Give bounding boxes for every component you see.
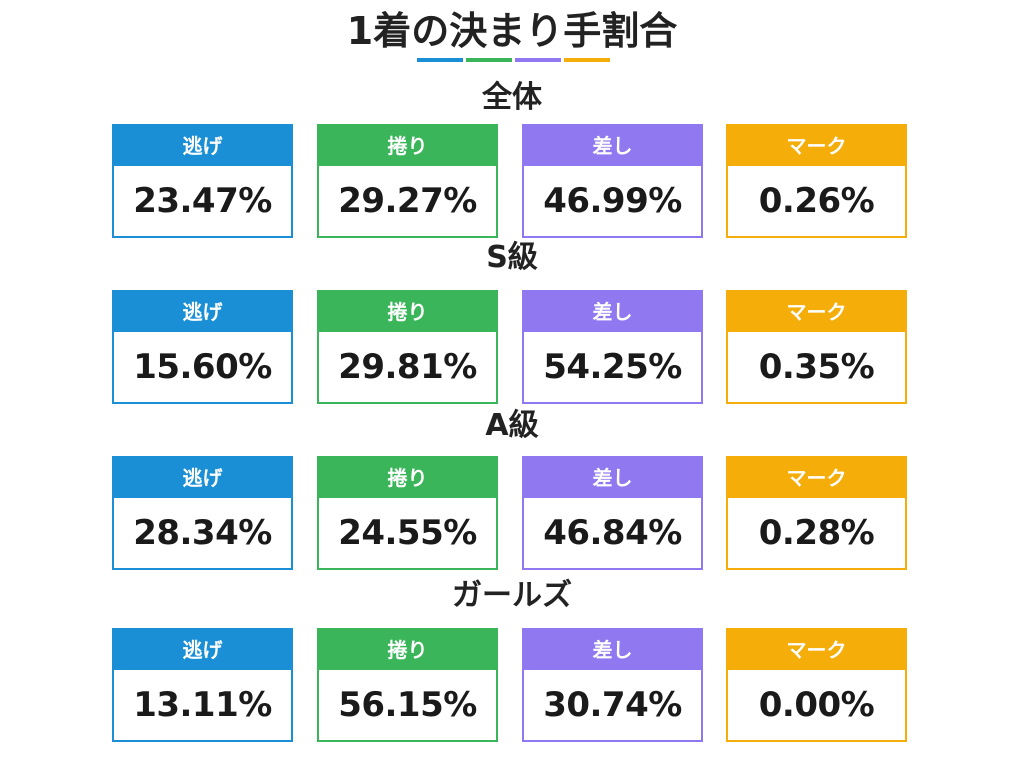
stat-card-label: 捲り xyxy=(319,292,496,332)
page-title: 1着の決まり手割合 xyxy=(346,9,678,53)
stat-card-sashi: 差し 46.99% xyxy=(522,124,703,238)
title-underline xyxy=(417,58,610,62)
section-title: 全体 xyxy=(482,80,542,115)
stat-card-label: 捲り xyxy=(319,458,496,498)
stat-card-mark: マーク 0.26% xyxy=(726,124,907,238)
stat-card-label: 差し xyxy=(524,630,701,670)
stat-card-nige: 逃げ 23.47% xyxy=(112,124,293,238)
stat-card-nige: 逃げ 15.60% xyxy=(112,290,293,404)
section-title: ガールズ xyxy=(452,578,572,613)
stat-card-label: 差し xyxy=(524,126,701,166)
stat-card-label: 逃げ xyxy=(114,458,291,498)
stat-card-label: 逃げ xyxy=(114,630,291,670)
stat-card-label: マーク xyxy=(728,292,905,332)
stat-card-value: 56.15% xyxy=(338,685,477,725)
stat-card-label: 逃げ xyxy=(114,126,291,166)
stat-card-value: 23.47% xyxy=(133,181,272,221)
stat-card-value: 29.27% xyxy=(338,181,477,221)
stat-card-label: マーク xyxy=(728,458,905,498)
stat-card-value: 13.11% xyxy=(133,685,272,725)
stat-card-value: 0.35% xyxy=(758,347,875,387)
underline-segment-makuri xyxy=(466,58,512,62)
section-title: S級 xyxy=(486,240,538,275)
stat-card-value: 24.55% xyxy=(338,513,477,553)
underline-segment-sashi xyxy=(515,58,561,62)
stat-card-mark: マーク 0.35% xyxy=(726,290,907,404)
stat-card-sashi: 差し 54.25% xyxy=(522,290,703,404)
stat-card-value: 15.60% xyxy=(133,347,272,387)
stat-card-label: 差し xyxy=(524,458,701,498)
stat-card-makuri: 捲り 29.81% xyxy=(317,290,498,404)
stat-card-value: 0.00% xyxy=(758,685,875,725)
stat-card-label: 捲り xyxy=(319,630,496,670)
stat-card-makuri: 捲り 56.15% xyxy=(317,628,498,742)
stat-card-value: 46.99% xyxy=(543,181,682,221)
stat-card-nige: 逃げ 28.34% xyxy=(112,456,293,570)
stat-card-sashi: 差し 30.74% xyxy=(522,628,703,742)
stat-card-makuri: 捲り 29.27% xyxy=(317,124,498,238)
stat-card-nige: 逃げ 13.11% xyxy=(112,628,293,742)
stat-card-sashi: 差し 46.84% xyxy=(522,456,703,570)
stat-card-value: 46.84% xyxy=(543,513,682,553)
stat-card-value: 30.74% xyxy=(543,685,682,725)
stat-card-value: 0.28% xyxy=(758,513,875,553)
stat-card-mark: マーク 0.28% xyxy=(726,456,907,570)
section-title: A級 xyxy=(485,408,539,443)
stat-card-label: 逃げ xyxy=(114,292,291,332)
stat-card-value: 54.25% xyxy=(543,347,682,387)
stat-card-label: 差し xyxy=(524,292,701,332)
stat-card-makuri: 捲り 24.55% xyxy=(317,456,498,570)
stat-card-mark: マーク 0.00% xyxy=(726,628,907,742)
underline-segment-nige xyxy=(417,58,463,62)
stat-card-value: 0.26% xyxy=(758,181,875,221)
stat-card-label: マーク xyxy=(728,630,905,670)
stat-card-label: 捲り xyxy=(319,126,496,166)
stat-card-value: 28.34% xyxy=(133,513,272,553)
underline-segment-mark xyxy=(564,58,610,62)
stat-card-value: 29.81% xyxy=(338,347,477,387)
stat-card-label: マーク xyxy=(728,126,905,166)
